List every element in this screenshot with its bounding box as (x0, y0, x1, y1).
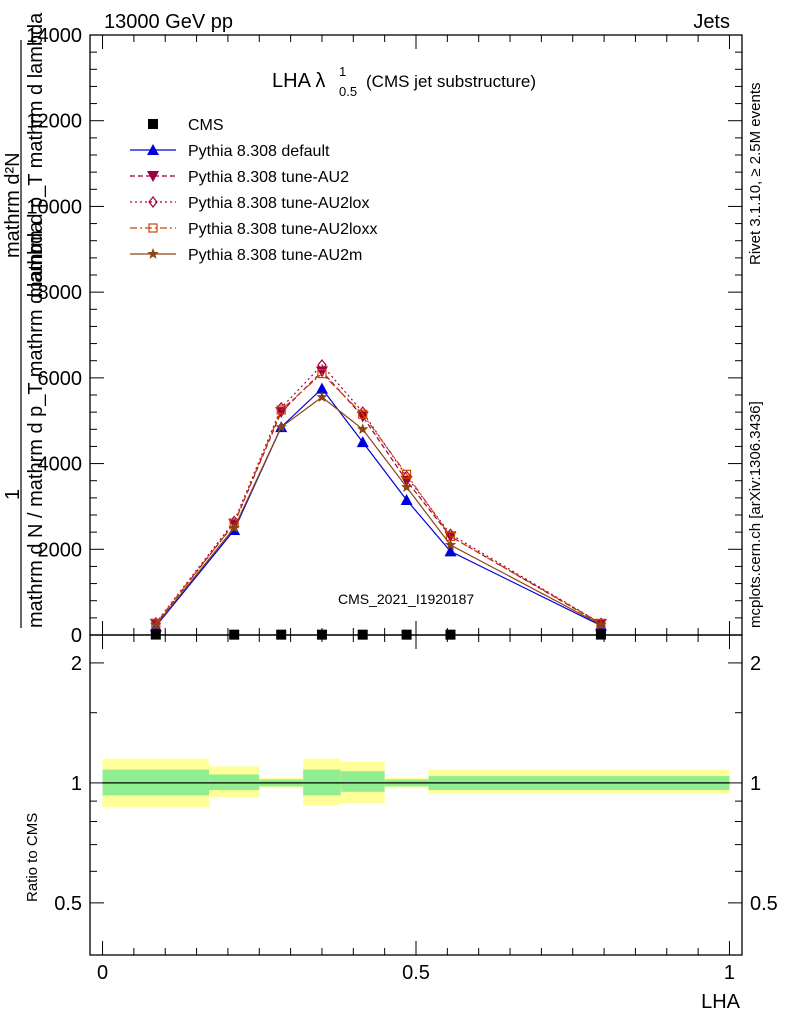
data-point (276, 405, 286, 415)
ratio-y-tick-label: 2 (71, 653, 82, 675)
axis-ticks: 0 2000 4000 6000 8000 10000 12000 14000 0 0.5 1 0.5… (26, 25, 777, 984)
data-point (317, 368, 327, 379)
data-point (150, 619, 162, 630)
ylabel-one: 1 (2, 489, 24, 500)
ylabel-denominator: mathrm d N / mathrm d p_T mathrm d lambd… (25, 221, 47, 628)
x-tick-label: 0.5 (402, 962, 430, 984)
rivet-version-label: Rivet 3.1.10, ≥ 2.5M events (747, 83, 764, 266)
data-point (400, 481, 413, 492)
y-tick-label: 0 (71, 625, 82, 647)
legend: CMS Pythia 8.308 default Pythia 8.308 tune… (130, 117, 377, 264)
x-axis-label: LHA (701, 991, 741, 1013)
legend-label: CMS (188, 117, 224, 134)
stat-uncertainty-band (209, 774, 260, 790)
series-line (155, 387, 602, 627)
analysis-watermark: CMS_2021_I1920187 (338, 591, 474, 607)
ratio-y-tick-label: 0.5 (54, 893, 82, 915)
ratio-bands (102, 758, 730, 808)
data-point (228, 521, 240, 533)
y-tick-label: 8000 (38, 282, 83, 304)
y-tick-label: 4000 (38, 454, 83, 476)
x-tick-label: 1 (724, 962, 735, 984)
legend-marker (147, 248, 159, 259)
legend-marker (148, 223, 158, 233)
ylabel-lower-line: mathrm d p_T mathrm d lambda (25, 12, 47, 298)
data-point (358, 409, 368, 419)
legend-label: Pythia 8.308 tune-AU2 (188, 169, 349, 186)
series-line (155, 370, 602, 625)
data-point (595, 618, 607, 630)
ratio-panel-frame (89, 634, 743, 956)
stat-uncertainty-band (340, 771, 385, 792)
ylabel-numerator: mathrm d²N (2, 152, 24, 258)
legend-label: Pythia 8.308 tune-AU2m (188, 247, 362, 264)
series-line (155, 364, 602, 624)
data-point (357, 423, 369, 435)
legend-label: Pythia 8.308 default (188, 143, 330, 160)
legend-marker (148, 196, 158, 208)
title-superscript: 1 (339, 64, 346, 79)
plot-title: LHA λ 1 0.5 (CMS jet substructure) (272, 64, 536, 99)
ratio-y-tick-label-right: 0.5 (750, 893, 778, 915)
legend-marker (147, 171, 159, 182)
legend-marker (147, 144, 159, 155)
category-label: Jets (693, 11, 730, 33)
x-tick-label: 0 (97, 962, 108, 984)
title-subscript: 0.5 (339, 84, 357, 99)
data-point (444, 545, 457, 557)
ratio-y-tick-label-right: 1 (750, 773, 761, 795)
process-label: 13000 GeV pp (104, 11, 233, 33)
data-point (400, 494, 413, 505)
data-point (316, 391, 328, 402)
series-line (155, 396, 602, 626)
data-point (444, 539, 457, 550)
y-tick-label: 10000 (26, 196, 82, 218)
ratio-y-tick-label: 1 (71, 773, 82, 795)
data-point (401, 469, 412, 479)
legend-marker (148, 119, 158, 129)
y-axis-label-ratio: Ratio to CMS (24, 813, 41, 902)
series-line (155, 372, 602, 624)
y-tick-label: 2000 (38, 539, 83, 561)
data-point (315, 382, 328, 394)
ratio-y-tick-label-right: 2 (750, 653, 761, 675)
data-point (356, 436, 369, 448)
data-point (596, 617, 606, 630)
y-axis-label-upper: 1 mathrm d N / mathrm d p_T mathrm d lam… (2, 12, 47, 628)
y-tick-label: 12000 (26, 111, 82, 133)
title-suffix: (CMS jet substructure) (366, 72, 536, 91)
y-tick-label: 14000 (26, 25, 82, 47)
mcplots-label: mcplots.cern.ch [arXiv:1306.3436] (747, 401, 764, 628)
legend-label: Pythia 8.308 tune-AU2lox (188, 195, 369, 212)
legend-label: Pythia 8.308 tune-AU2loxx (188, 221, 377, 238)
svg-text:LHA λ: LHA λ (272, 70, 325, 92)
data-point (275, 421, 287, 432)
y-tick-label: 6000 (38, 368, 83, 390)
